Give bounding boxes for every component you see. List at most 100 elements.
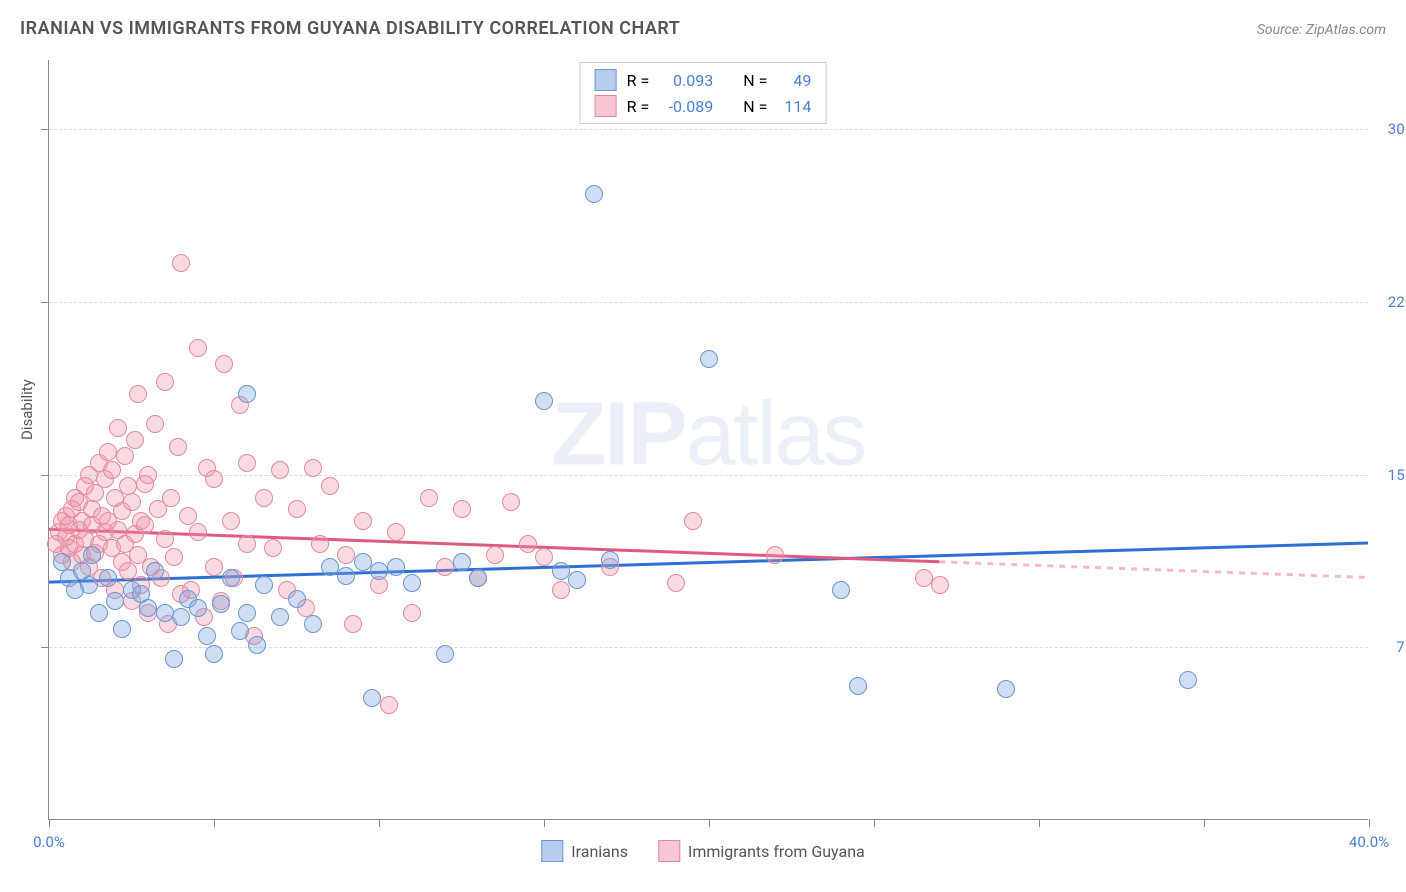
y-tick [41, 647, 49, 648]
x-tick [1039, 819, 1040, 827]
data-point [162, 489, 180, 507]
swatch-a [595, 69, 617, 91]
data-point [420, 489, 438, 507]
x-label-min: 0.0% [33, 833, 65, 851]
data-point [387, 523, 405, 541]
data-point [80, 576, 98, 594]
data-point [552, 581, 570, 599]
data-point [288, 590, 306, 608]
data-point [169, 438, 187, 456]
data-point [136, 516, 154, 534]
data-point [212, 595, 230, 613]
gridline-h [49, 129, 1368, 130]
swatch-a-bottom [541, 840, 563, 862]
data-point [198, 627, 216, 645]
data-point [113, 620, 131, 638]
data-point [380, 696, 398, 714]
x-tick [1204, 819, 1205, 827]
data-point [519, 535, 537, 553]
gridline-h [49, 302, 1368, 303]
data-point [165, 650, 183, 668]
data-point [248, 636, 266, 654]
data-point [337, 546, 355, 564]
data-point [139, 599, 157, 617]
data-point [271, 461, 289, 479]
data-point [585, 185, 603, 203]
data-point [832, 581, 850, 599]
data-point [684, 512, 702, 530]
data-point [311, 535, 329, 553]
data-point [337, 567, 355, 585]
x-tick [874, 819, 875, 827]
data-point [179, 507, 197, 525]
data-point [849, 677, 867, 695]
data-point [126, 431, 144, 449]
data-point [354, 512, 372, 530]
x-tick [214, 819, 215, 827]
data-point [165, 548, 183, 566]
data-point [363, 689, 381, 707]
data-point [172, 608, 190, 626]
data-point [766, 546, 784, 564]
data-point [129, 385, 147, 403]
data-point [344, 615, 362, 633]
data-point [354, 553, 372, 571]
legend-item-b: Immigrants from Guyana [658, 840, 865, 862]
y-tick [41, 302, 49, 303]
swatch-b-bottom [658, 840, 680, 862]
data-point [109, 419, 127, 437]
data-point [601, 551, 619, 569]
data-point [222, 512, 240, 530]
data-point [403, 604, 421, 622]
r-value-a: 0.093 [659, 71, 713, 90]
data-point [552, 562, 570, 580]
data-point [453, 500, 471, 518]
data-point [469, 569, 487, 587]
data-point [997, 680, 1015, 698]
data-point [271, 608, 289, 626]
data-point [99, 569, 117, 587]
data-point [156, 604, 174, 622]
data-point [304, 459, 322, 477]
y-axis-title: Disability [18, 379, 36, 440]
data-point [436, 558, 454, 576]
data-point [205, 470, 223, 488]
series-legend: Iranians Immigrants from Guyana [541, 840, 864, 862]
chart-title: IRANIAN VS IMMIGRANTS FROM GUYANA DISABI… [20, 18, 680, 39]
data-point [156, 373, 174, 391]
y-tick-label: 15.0% [1388, 466, 1406, 484]
gridline-h [49, 475, 1368, 476]
data-point [321, 558, 339, 576]
r-value-b: -0.089 [659, 97, 713, 116]
data-point [231, 622, 249, 640]
data-point [99, 443, 117, 461]
trend-lines [49, 60, 1368, 819]
legend-row-a: R = 0.093 N = 49 [595, 67, 812, 93]
data-point [189, 339, 207, 357]
data-point [116, 447, 134, 465]
data-point [535, 548, 553, 566]
data-point [486, 546, 504, 564]
source-credit: Source: ZipAtlas.com [1257, 22, 1386, 38]
y-tick-label: 30.0% [1388, 120, 1406, 138]
data-point [264, 539, 282, 557]
x-label-max: 40.0% [1349, 833, 1389, 851]
data-point [238, 385, 256, 403]
swatch-b [595, 95, 617, 117]
y-tick-label: 7.5% [1396, 638, 1406, 656]
data-point [205, 558, 223, 576]
data-point [667, 574, 685, 592]
n-value-a: 49 [777, 71, 811, 90]
data-point [146, 415, 164, 433]
data-point [238, 454, 256, 472]
data-point [387, 558, 405, 576]
x-tick [544, 819, 545, 827]
data-point [119, 477, 137, 495]
data-point [370, 562, 388, 580]
n-value-b: 114 [777, 97, 811, 116]
x-tick [379, 819, 380, 827]
data-point [106, 592, 124, 610]
data-point [502, 493, 520, 511]
y-tick [41, 129, 49, 130]
gridline-h [49, 647, 1368, 648]
